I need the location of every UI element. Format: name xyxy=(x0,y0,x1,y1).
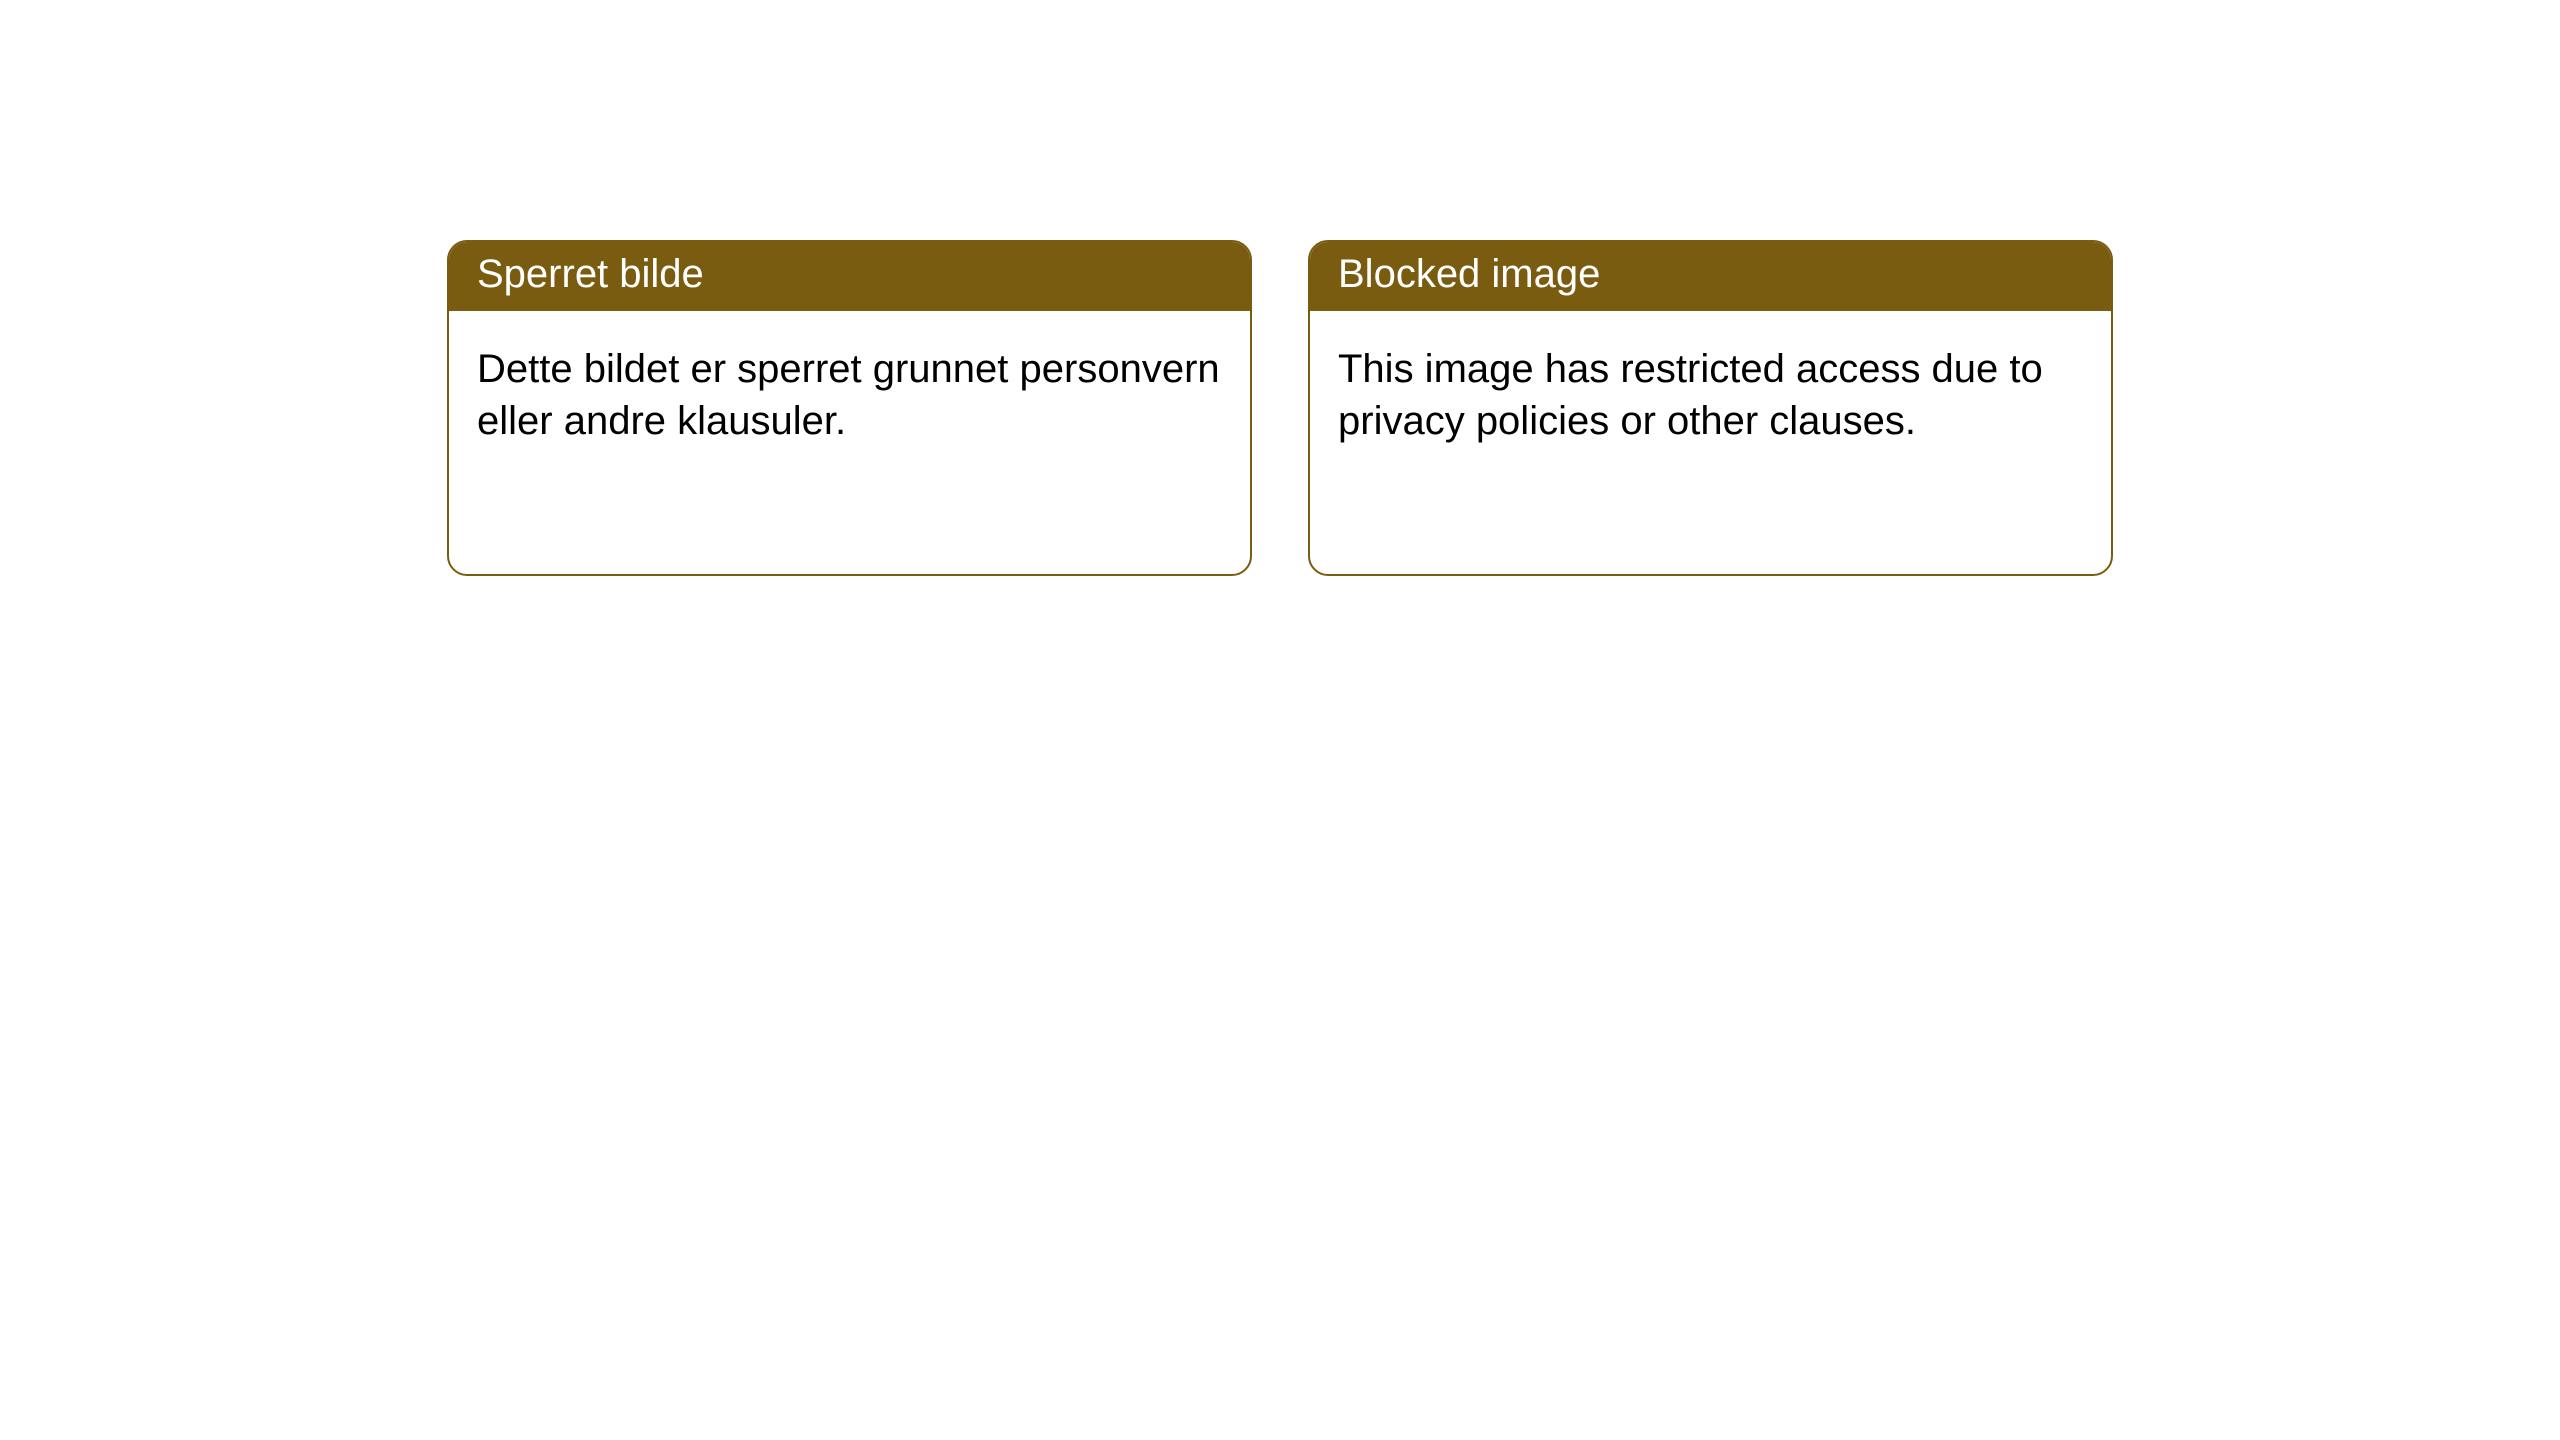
notice-container: Sperret bilde Dette bildet er sperret gr… xyxy=(447,240,2113,576)
notice-card-norwegian: Sperret bilde Dette bildet er sperret gr… xyxy=(447,240,1252,576)
notice-card-english: Blocked image This image has restricted … xyxy=(1308,240,2113,576)
notice-header: Blocked image xyxy=(1310,242,2111,311)
notice-body: This image has restricted access due to … xyxy=(1310,311,2111,479)
notice-body: Dette bildet er sperret grunnet personve… xyxy=(449,311,1250,479)
notice-header: Sperret bilde xyxy=(449,242,1250,311)
